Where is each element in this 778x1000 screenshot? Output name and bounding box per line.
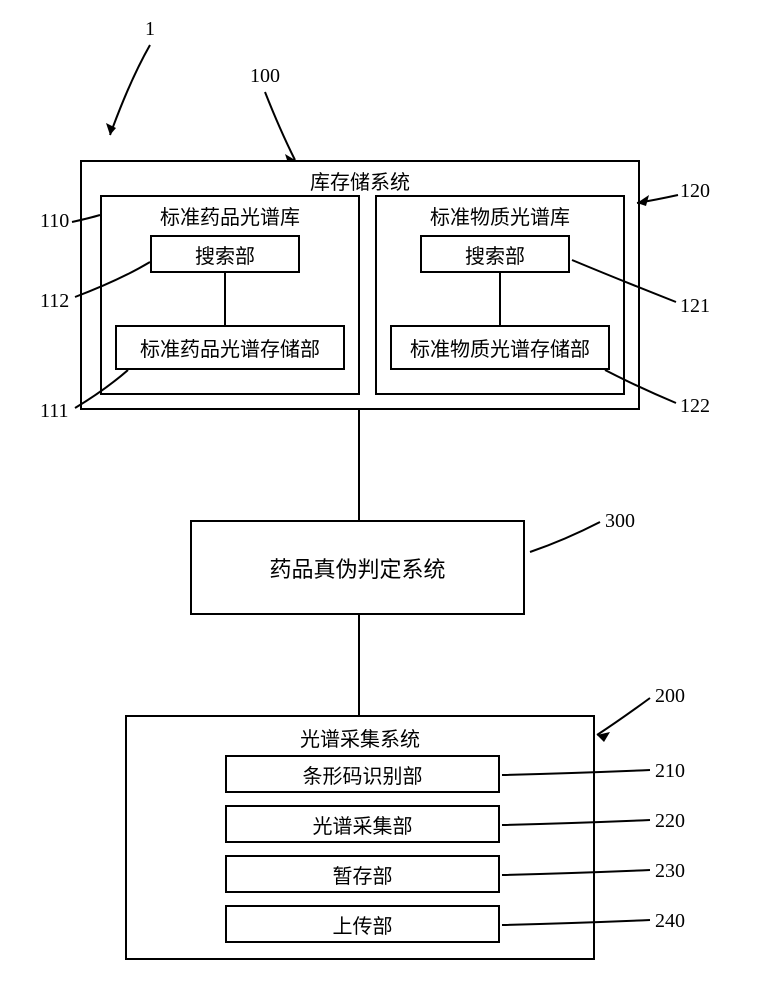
label-210: 210 — [655, 760, 685, 783]
connector-120 — [499, 273, 501, 325]
title-collect-200: 光谱采集系统 — [127, 723, 593, 752]
box-spectrum-220: 光谱采集部 — [225, 805, 500, 843]
label-230: 230 — [655, 860, 685, 883]
label-112: 112 — [40, 290, 69, 313]
label-200: 200 — [655, 685, 685, 708]
label-110: 110 — [40, 210, 69, 233]
label-121: 121 — [680, 295, 710, 318]
label-220: 220 — [655, 810, 685, 833]
connector-100-300 — [358, 410, 360, 520]
connector-300-200 — [358, 615, 360, 715]
box-storage-120: 标准物质光谱存储部 — [390, 325, 610, 370]
label-120: 120 — [680, 180, 710, 203]
label-300: 300 — [605, 510, 635, 533]
label-240: 240 — [655, 910, 685, 933]
box-search-110: 搜索部 — [150, 235, 300, 273]
label-1: 1 — [145, 18, 155, 41]
box-search-120: 搜索部 — [420, 235, 570, 273]
title-lib-110: 标准药品光谱库 — [102, 201, 358, 230]
box-barcode-210: 条形码识别部 — [225, 755, 500, 793]
label-111: 111 — [40, 400, 69, 423]
title-system-100: 库存储系统 — [82, 166, 638, 195]
box-upload-240: 上传部 — [225, 905, 500, 943]
box-judge-300: 药品真伪判定系统 — [190, 520, 525, 615]
box-storage-110: 标准药品光谱存储部 — [115, 325, 345, 370]
connector-110 — [224, 273, 226, 325]
label-100: 100 — [250, 65, 280, 88]
label-122: 122 — [680, 395, 710, 418]
box-temp-230: 暂存部 — [225, 855, 500, 893]
title-lib-120: 标准物质光谱库 — [377, 201, 623, 230]
